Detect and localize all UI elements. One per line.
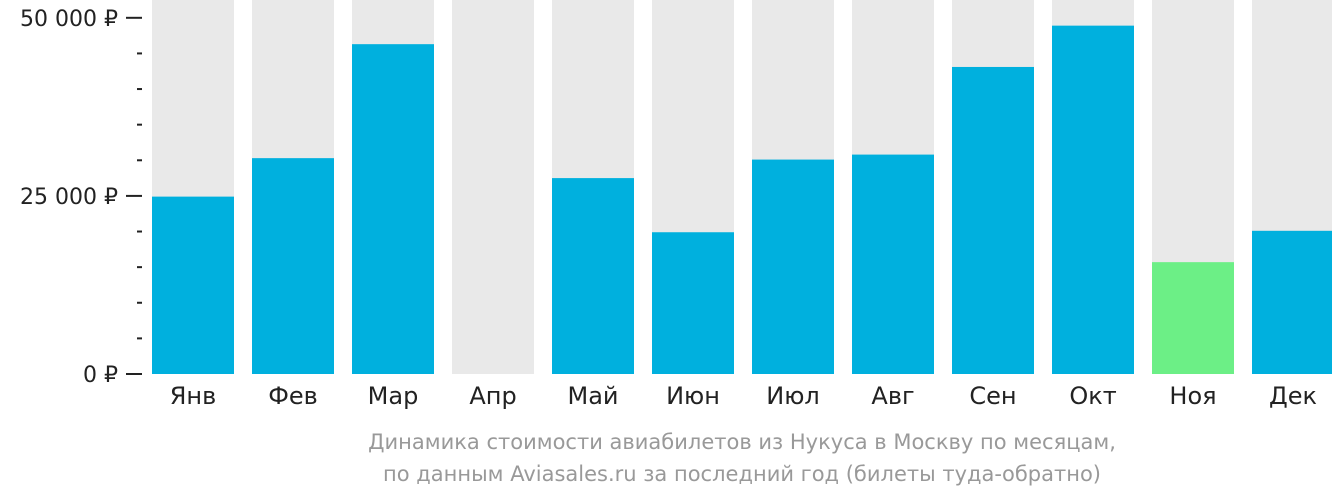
bar-5 <box>552 178 634 374</box>
x-tick-label: Апр <box>469 382 516 410</box>
bar-3 <box>352 44 434 375</box>
x-tick-label: Июн <box>666 382 720 410</box>
x-tick-label: Ноя <box>1169 382 1216 410</box>
bar-9 <box>952 66 1034 374</box>
bar-background-4 <box>452 0 534 374</box>
price-bar-chart: 0 ₽ 25 000 ₽ 50 000 ₽ Янв Фев Мар Апр Май Июн Ию… <box>20 0 1332 410</box>
bar-columns <box>152 0 1332 375</box>
chart-caption-line-2: по данным Aviasales.ru за последний год … <box>383 462 1101 486</box>
x-tick-label: Фев <box>268 382 318 410</box>
y-axis: 0 ₽ 25 000 ₽ 50 000 ₽ <box>20 7 142 388</box>
x-tick-label: Июл <box>766 382 820 410</box>
bar-12 <box>1252 230 1332 374</box>
y-tick-label: 25 000 ₽ <box>20 185 118 210</box>
bar-2 <box>252 158 334 374</box>
bar-11 <box>1152 262 1234 374</box>
bar-6 <box>652 232 734 374</box>
chart-caption-line-1: Динамика стоимости авиабилетов из Нукуса… <box>368 430 1116 454</box>
bar-10 <box>1052 25 1134 374</box>
x-tick-label: Авг <box>871 382 914 410</box>
bar-7 <box>752 159 834 374</box>
x-tick-label: Окт <box>1069 382 1116 410</box>
y-tick-label: 50 000 ₽ <box>20 7 118 32</box>
x-tick-label: Янв <box>170 382 217 410</box>
x-tick-label: Дек <box>1269 382 1317 410</box>
bar-8 <box>852 154 934 374</box>
x-tick-label: Мар <box>368 382 419 410</box>
bar-1 <box>152 196 234 374</box>
y-tick-label: 0 ₽ <box>83 363 118 388</box>
x-axis: Янв Фев Мар Апр Май Июн Июл Авг Сен Окт Ноя Дек <box>170 382 1317 410</box>
x-tick-label: Сен <box>969 382 1016 410</box>
x-tick-label: Май <box>567 382 618 410</box>
